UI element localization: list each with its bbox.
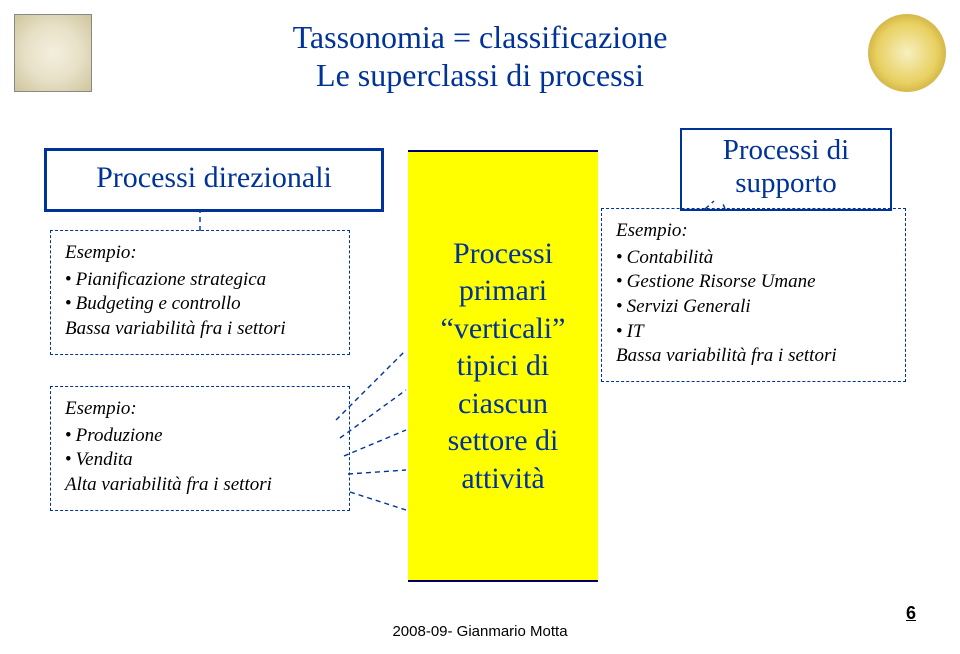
title-line1: Tassonomia = classificazione (293, 19, 668, 55)
callout2-item: Vendita (65, 448, 335, 473)
center-line: ciascun (458, 385, 548, 423)
title-line2: Le superclassi di processi (0, 56, 960, 94)
callout1-list: Pianificazione strategica Budgeting e co… (65, 268, 335, 317)
supporto-line2: supporto (688, 167, 884, 200)
footer-text: 2008-09- Gianmario Motta (0, 623, 960, 640)
callout2-note: Alta variabilità fra i settori (65, 473, 335, 498)
center-line: attività (461, 460, 544, 498)
callout2-list: Produzione Vendita (65, 424, 335, 473)
callout1-item: Pianificazione strategica (65, 268, 335, 293)
center-line: tipici di (457, 347, 550, 385)
callout1-note: Bassa variabilità fra i settori (65, 317, 335, 342)
callout3-label: Esempio: (616, 219, 891, 244)
processi-supporto-box: Processi di supporto (680, 128, 892, 211)
callout2-item: Produzione (65, 424, 335, 449)
callout-primari-esempio: Esempio: Produzione Vendita Alta variabi… (50, 386, 350, 511)
callout3-item: IT (616, 320, 891, 345)
callout3-note: Bassa variabilità fra i settori (616, 344, 891, 369)
callout-direzionali-esempio: Esempio: Pianificazione strategica Budge… (50, 230, 350, 355)
callout2-label: Esempio: (65, 397, 335, 422)
supporto-line1: Processi di (688, 134, 884, 167)
slide-title: Tassonomia = classificazione Le supercla… (0, 18, 960, 95)
center-line: settore di (448, 422, 559, 460)
processi-direzionali-box: Processi direzionali (44, 148, 384, 212)
page-number: 6 (906, 603, 916, 624)
callout1-label: Esempio: (65, 241, 335, 266)
callout3-item: Gestione Risorse Umane (616, 270, 891, 295)
slide-root: Tassonomia = classificazione Le supercla… (0, 0, 960, 654)
callout3-item: Servizi Generali (616, 295, 891, 320)
center-line: “verticali” (441, 310, 566, 348)
center-line: primari (459, 272, 547, 310)
center-line: Processi (453, 235, 553, 273)
processi-direzionali-text: Processi direzionali (96, 161, 332, 194)
callout3-list: Contabilità Gestione Risorse Umane Servi… (616, 246, 891, 345)
callout-supporto-esempio: Esempio: Contabilità Gestione Risorse Um… (601, 208, 906, 382)
callout1-item: Budgeting e controllo (65, 292, 335, 317)
callout3-item: Contabilità (616, 246, 891, 271)
processi-primari-column: Processi primari “verticali” tipici di c… (408, 150, 598, 582)
